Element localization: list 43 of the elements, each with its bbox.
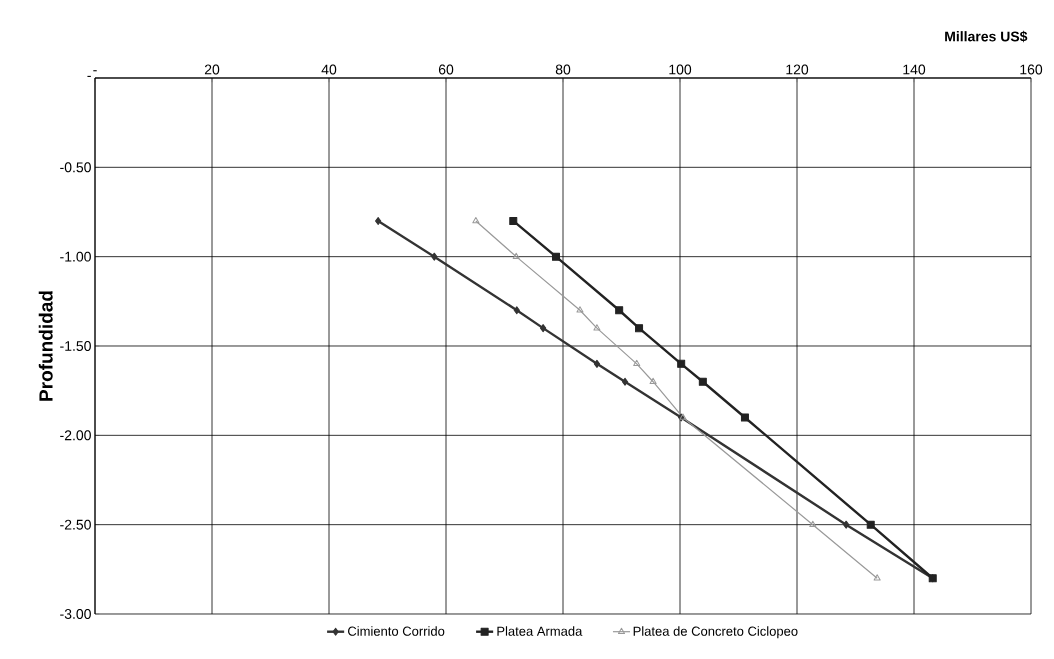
legend-label: Cimiento Corrido <box>348 626 445 636</box>
point <box>615 306 624 315</box>
y-tick-label: -1.50 <box>60 341 91 351</box>
point <box>551 252 560 261</box>
x-tick-label: 100 <box>669 64 692 75</box>
point <box>635 324 644 333</box>
y-tick-label: -3.00 <box>60 609 91 619</box>
point <box>539 324 547 333</box>
x-tick-label: 20 <box>204 64 220 75</box>
point <box>649 377 657 384</box>
y-tick-label: -2.50 <box>60 519 91 530</box>
point <box>677 359 686 368</box>
point <box>576 306 584 313</box>
legend-label: Platea Armada <box>497 626 583 636</box>
point <box>593 359 601 368</box>
x-axis-title: Millares US$ <box>945 30 1028 43</box>
x-tick-label: 60 <box>438 64 454 75</box>
y-tick-label: -0.50 <box>60 162 91 173</box>
point <box>866 520 875 529</box>
point <box>740 413 749 422</box>
x-tick-label: 80 <box>555 64 571 75</box>
point <box>843 520 850 529</box>
y-axis-title: Profundidad <box>38 291 53 401</box>
point <box>472 216 480 224</box>
x-tick-label: 160 <box>1020 64 1043 75</box>
point <box>513 306 520 315</box>
y-tick-label: -2.00 <box>60 430 91 441</box>
x-tick-label: 40 <box>321 64 337 75</box>
point <box>873 574 881 581</box>
point <box>593 324 601 331</box>
legend-label: Platea de Concreto Ciclopeo <box>633 626 798 639</box>
point <box>633 359 641 367</box>
point <box>809 520 817 527</box>
x-tick-label: 140 <box>903 64 926 75</box>
x-tick-label: 120 <box>786 64 809 75</box>
point <box>698 377 707 386</box>
y-tick-label: -1.00 <box>60 251 91 262</box>
point <box>375 216 382 225</box>
y-tick-label: - <box>87 75 91 77</box>
point <box>431 252 438 261</box>
point <box>621 377 629 386</box>
point <box>512 252 520 259</box>
point <box>509 216 518 225</box>
